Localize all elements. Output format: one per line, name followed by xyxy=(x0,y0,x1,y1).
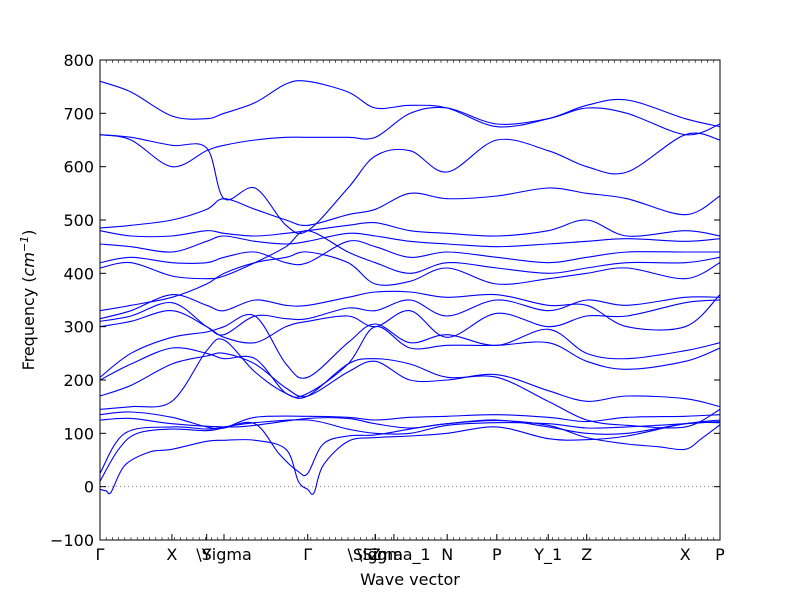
y-tick-label: 400 xyxy=(63,264,94,283)
band-line xyxy=(100,417,720,435)
x-tick-label: X xyxy=(680,545,691,564)
y-tick-label: 700 xyxy=(63,104,94,123)
x-tick-label: Y_1 xyxy=(533,545,562,565)
x-tick-label: Γ xyxy=(303,545,312,564)
x-tick-label: Z xyxy=(581,545,592,564)
band-line xyxy=(100,290,720,331)
x-tick-label: \Sigma_1 xyxy=(357,545,431,565)
band-line xyxy=(100,314,720,379)
x-tick-label: P xyxy=(715,545,725,564)
y-tick-label: 300 xyxy=(63,318,94,337)
x-tick-label: \Sigma xyxy=(348,545,404,564)
y-tick-label: −100 xyxy=(50,531,94,550)
y-tick-label: 500 xyxy=(63,211,94,230)
y-tick-label: 600 xyxy=(63,158,94,177)
band-line xyxy=(100,296,720,336)
band-line xyxy=(100,419,720,474)
band-line xyxy=(100,411,720,430)
y-axis-ticks: 800 700 600 500 400 300 200 100 0 −100 xyxy=(50,51,720,550)
x-tick-label: Γ xyxy=(96,545,105,564)
x-tick-label: Y xyxy=(201,545,212,564)
band-line xyxy=(100,240,720,266)
band-line xyxy=(100,352,720,408)
y-tick-label: 0 xyxy=(84,478,94,497)
band-line xyxy=(100,419,720,482)
band-line xyxy=(100,232,720,253)
band-line xyxy=(100,80,720,128)
band-line xyxy=(100,219,720,238)
x-tick-label: Z xyxy=(370,545,381,564)
y-axis-label: Frequency (cm−1) xyxy=(18,230,38,371)
band-line xyxy=(100,299,720,344)
phonon-bands xyxy=(100,80,720,495)
band-line xyxy=(100,106,720,168)
x-tick-label: X xyxy=(166,545,177,564)
band-line xyxy=(100,230,720,280)
x-tick-label: N xyxy=(441,545,453,564)
band-line xyxy=(100,326,720,398)
band-line xyxy=(100,132,720,235)
y-tick-label: 200 xyxy=(63,371,94,390)
y-tick-label: 100 xyxy=(63,424,94,443)
band-line xyxy=(100,338,720,429)
y-tick-label: 800 xyxy=(63,51,94,70)
x-tick-label: \Sigma xyxy=(196,545,252,564)
band-line xyxy=(100,187,720,229)
band-line xyxy=(100,421,720,495)
x-axis-label: Wave vector xyxy=(360,570,460,589)
band-line xyxy=(100,251,720,312)
x-tick-label: P xyxy=(492,545,502,564)
